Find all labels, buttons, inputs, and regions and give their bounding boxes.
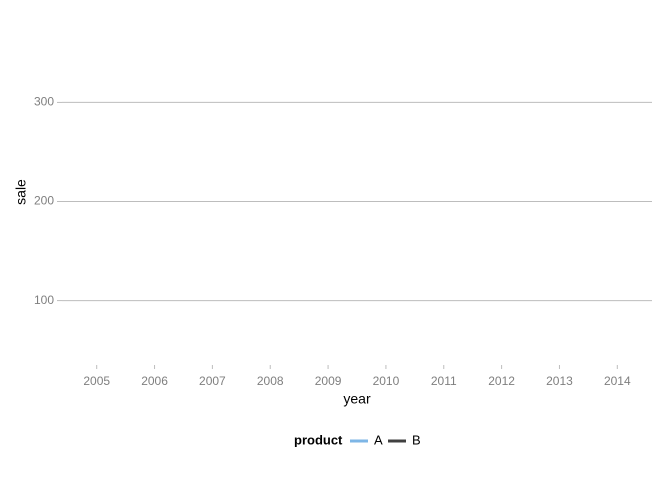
y-axis-title: sale (13, 179, 29, 205)
x-tick-label: 2006 (141, 374, 168, 388)
x-tick-label: 2008 (257, 374, 284, 388)
legend-label: B (412, 432, 421, 447)
x-tick-label: 2011 (431, 374, 457, 388)
x-tick-label: 2012 (488, 374, 515, 388)
y-tick-label: 200 (34, 194, 54, 208)
x-tick-label: 2009 (315, 374, 342, 388)
x-tick-label: 2005 (83, 374, 110, 388)
y-tick-label: 100 (34, 293, 54, 307)
x-tick-label: 2010 (373, 374, 400, 388)
x-tick-label: 2013 (546, 374, 573, 388)
legend-label: A (374, 432, 383, 447)
legend-title: product (294, 432, 343, 447)
x-axis-title: year (343, 391, 371, 407)
y-tick-label: 300 (34, 95, 54, 109)
x-tick-label: 2014 (604, 374, 631, 388)
x-tick-label: 2007 (199, 374, 226, 388)
